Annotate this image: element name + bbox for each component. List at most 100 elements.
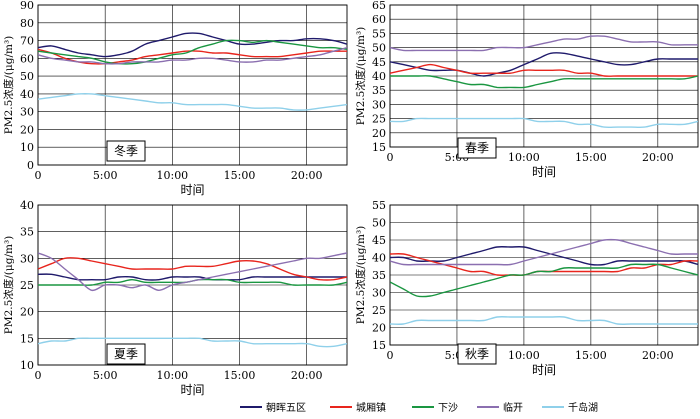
x-tick-label: 10:00 [156,369,188,382]
x-tick-label: 15:00 [224,369,256,382]
season-label: 冬季 [114,143,138,158]
panel-0: 0 10 20 30 40 50 60 70 80 90 0 5:00 10:00 15:00 20:00 冬… [2,0,348,197]
x-tick-label: 0 [35,169,42,182]
y-tick-label: 30 [20,106,34,119]
plot-frame [37,4,348,166]
series-line-1 [390,63,698,77]
series-line-0 [390,246,698,266]
series-line-4 [38,92,347,111]
y-tick-label: 25 [372,113,386,126]
legend-label: 临开 [503,401,523,414]
y-tick-label: 30 [372,287,386,300]
series-line-2 [390,75,698,89]
x-tick-label: 10:00 [156,169,188,182]
series-line-3 [390,35,698,52]
legend-item-1: 城厢镇 [330,401,386,414]
y-axis-label: PM2.5浓度/(μg/m³) [354,226,367,325]
y-axis-label: PM2.5浓度/(μg/m³) [2,236,15,335]
series-line-4 [38,337,347,348]
y-tick-label: 10 [20,141,34,154]
series-line-3 [38,47,347,65]
season-label-box [457,343,497,365]
y-tick-label: 60 [20,52,34,65]
y-tick-label: 30 [20,252,34,265]
season-label: 夏季 [114,347,138,361]
legend: 朝晖五区 城厢镇 下沙 临开 千岛湖 [240,401,598,414]
x-axis-label: 时间 [532,165,556,179]
x-axis-label: 时间 [180,383,204,397]
series-line-1 [38,257,347,281]
series-line-2 [390,263,698,298]
y-tick-label: 90 [20,0,34,12]
season-label: 秋季 [465,347,489,361]
y-tick-label: 30 [372,98,386,111]
x-tick-label: 5:00 [93,169,118,182]
series-line-3 [390,238,698,266]
y-tick-label: 10 [20,359,34,372]
x-tick-label: 15:00 [575,151,607,164]
series-line-2 [38,39,347,65]
legend-label: 城厢镇 [356,401,386,414]
y-tick-label: 35 [372,84,386,97]
series-line-4 [390,117,698,129]
season-label-box [106,343,146,365]
y-tick-label: 40 [372,70,386,83]
legend-item-4: 千岛湖 [542,401,598,414]
series-line-3 [38,252,347,292]
season-label-box [106,140,146,162]
x-axis-label: 时间 [532,363,556,377]
y-tick-label: 25 [20,279,34,292]
y-tick-label: 45 [372,56,386,69]
x-axis-label: 时间 [180,183,204,197]
y-tick-label: 25 [372,304,386,317]
y-tick-label: 40 [20,88,34,101]
series-line-0 [38,32,347,58]
y-tick-label: 40 [372,252,386,265]
legend-item-2: 下沙 [412,402,458,414]
y-tick-label: 80 [20,17,34,30]
y-tick-label: 65 [372,0,386,12]
x-tick-label: 20:00 [642,151,674,164]
series-line-4 [390,316,698,325]
x-tick-label: 15:00 [575,349,607,362]
y-tick-label: 40 [20,199,34,212]
y-tick-label: 70 [20,35,34,48]
y-tick-label: 15 [372,141,386,154]
y-tick-label: 60 [372,13,386,26]
x-tick-label: 20:00 [291,369,323,382]
x-tick-label: 0 [35,369,42,382]
series-group [38,32,347,111]
y-tick-label: 35 [372,269,386,282]
legend-label: 下沙 [438,402,458,414]
legend-label: 朝晖五区 [266,402,306,414]
x-tick-label: 0 [387,349,394,362]
legend-item-0: 朝晖五区 [240,402,306,414]
y-axis-label: PM2.5浓度/(μg/m³) [354,27,367,126]
y-tick-label: 45 [372,234,386,247]
x-tick-label: 20:00 [642,349,674,362]
legend-item-3: 临开 [477,401,523,414]
y-tick-label: 50 [372,42,386,55]
season-label-box [457,137,497,159]
y-tick-label: 20 [372,322,386,335]
x-tick-label: 0 [387,151,394,164]
x-tick-label: 10:00 [508,151,540,164]
x-tick-label: 5:00 [93,369,118,382]
series-group [390,35,698,129]
season-label: 春季 [465,141,489,155]
y-axis-label: PM2.5浓度/(μg/m³) [2,36,15,135]
y-tick-label: 20 [20,306,34,319]
series-group [38,252,347,348]
y-tick-label: 15 [20,332,34,345]
y-tick-label: 20 [20,123,34,136]
y-tick-label: 20 [372,127,386,140]
y-tick-label: 15 [372,339,386,352]
x-tick-label: 10:00 [508,349,540,362]
x-tick-label: 20:00 [291,169,323,182]
y-tick-label: 0 [27,159,34,172]
